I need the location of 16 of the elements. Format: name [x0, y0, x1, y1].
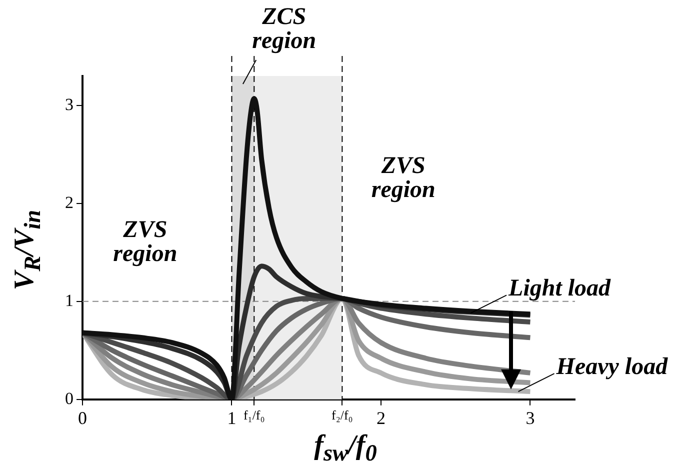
band-label: ZCS region: [252, 4, 316, 54]
x-tick-label: f₁/f₀: [243, 408, 265, 423]
x-tick-label: 0: [78, 408, 87, 428]
y-tick-label: 1: [65, 290, 74, 310]
x-tick-label: 3: [526, 408, 535, 428]
y-tick-label: 3: [65, 94, 74, 114]
annotation: Heavy load: [555, 354, 669, 380]
annotation: ZVS region: [113, 216, 178, 267]
annotation: Light load: [508, 275, 612, 302]
x-tick-label: 1: [227, 408, 236, 428]
y-tick-label: 2: [65, 192, 74, 212]
y-tick-label: 0: [65, 388, 74, 408]
x-axis-title: f$_{sw}$/f$_{0}$: [313, 430, 378, 468]
x-tick-label: f₂/f₀: [332, 408, 353, 423]
annotation: ZVS region: [371, 153, 436, 204]
x-tick-label: 2: [376, 408, 386, 428]
